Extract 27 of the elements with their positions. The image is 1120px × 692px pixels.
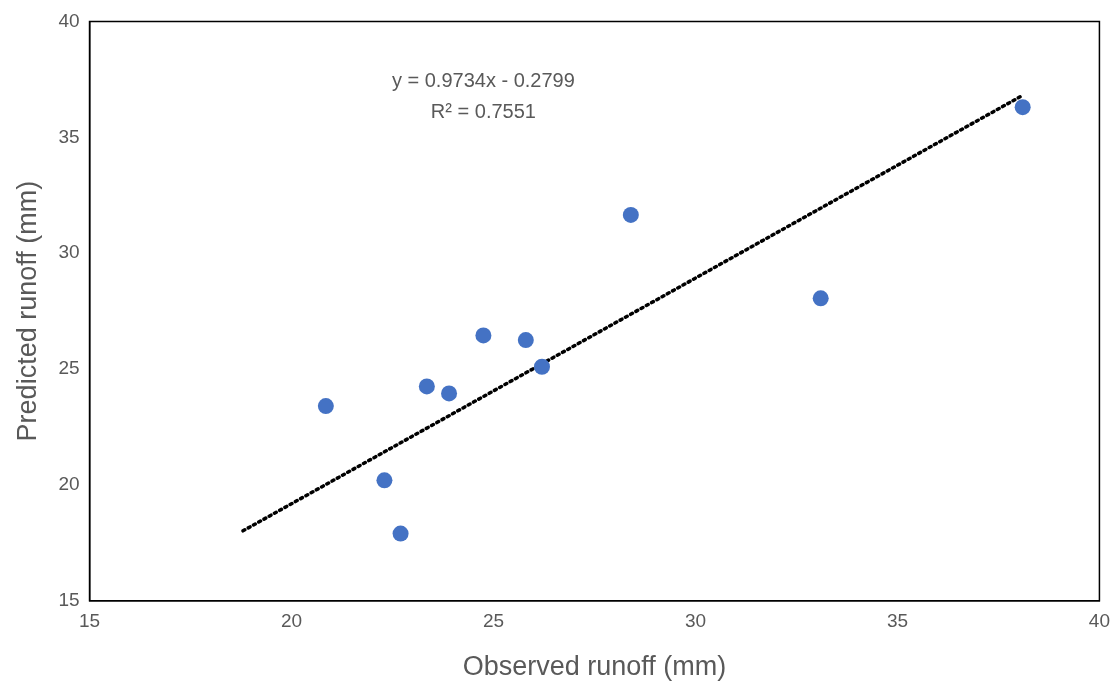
x-tick-label: 30 xyxy=(684,610,707,632)
x-tick-label: 20 xyxy=(280,610,303,632)
point xyxy=(441,385,458,402)
point xyxy=(533,358,550,375)
y-tick-label: 35 xyxy=(58,125,80,147)
annotation: R² = 0.7551 xyxy=(430,99,536,122)
point xyxy=(475,327,492,344)
y-tick-label: 30 xyxy=(58,241,80,263)
point xyxy=(622,206,639,223)
point xyxy=(517,332,534,349)
point xyxy=(376,472,393,489)
x-tick-label: 40 xyxy=(1088,610,1110,632)
x-tick-label: 25 xyxy=(482,610,505,632)
x-axis-title: Observed runoff (mm) xyxy=(462,651,727,682)
x-tick-label: 35 xyxy=(886,610,909,632)
x-tick-label: 15 xyxy=(78,610,101,632)
y-axis-title: Predicted runoff (mm) xyxy=(11,180,42,442)
y-tick-label: 25 xyxy=(58,357,80,379)
annotation: y = 0.9734x - 0.2799 xyxy=(391,68,575,91)
y-tick-label: 20 xyxy=(58,473,80,495)
y-tick-label: 40 xyxy=(58,9,80,31)
point xyxy=(392,525,409,542)
point xyxy=(812,290,829,307)
y-tick-label: 15 xyxy=(58,589,80,611)
point xyxy=(317,398,334,415)
point xyxy=(418,378,435,395)
point xyxy=(1014,99,1031,116)
